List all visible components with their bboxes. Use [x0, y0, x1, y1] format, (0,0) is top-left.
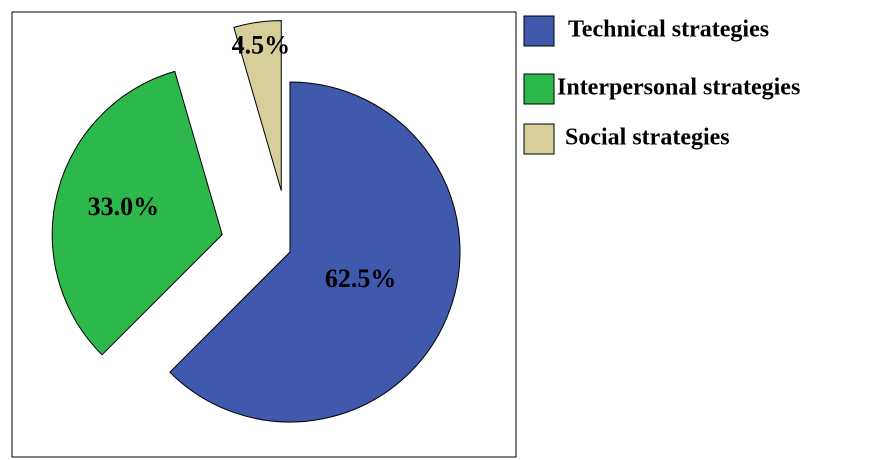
- legend-swatch: [523, 123, 555, 155]
- legend-swatch: [523, 73, 555, 105]
- slice-label: 33.0%: [88, 192, 160, 221]
- slice-label: 4.5%: [232, 31, 291, 60]
- legend-label: Interpersonal strategies: [557, 75, 800, 101]
- slice-label: 62.5%: [325, 264, 397, 293]
- pie-slice: [233, 20, 282, 191]
- pie-slice: [51, 70, 223, 356]
- legend-label: Social strategies: [565, 125, 730, 151]
- pie-slice: [169, 81, 461, 423]
- legend-swatch: [523, 15, 555, 47]
- legend-label: Technical strategies: [568, 17, 769, 43]
